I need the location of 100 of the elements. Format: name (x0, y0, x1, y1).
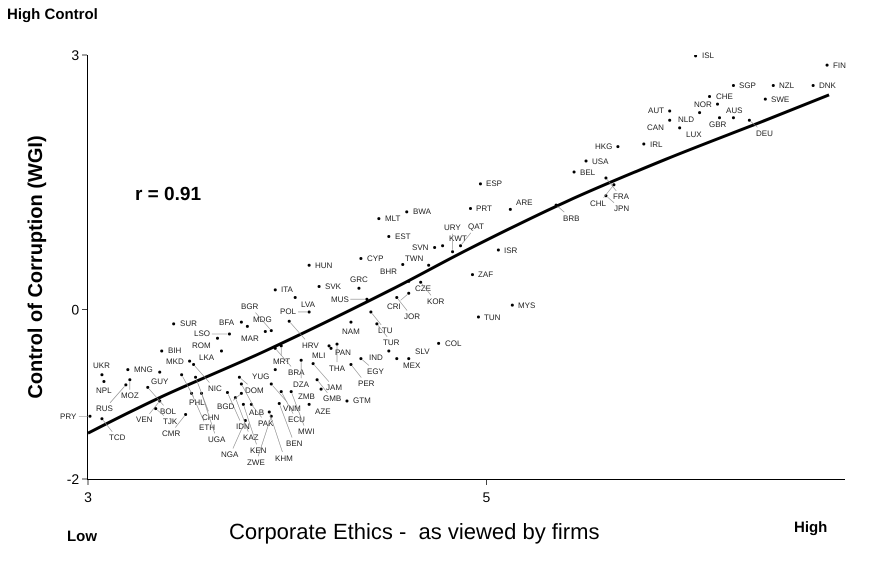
annotation: BWA (413, 207, 432, 216)
annotation: BGR (241, 302, 259, 311)
annotation: URY (444, 223, 462, 232)
annotation: MOZ (121, 391, 139, 400)
annotation: ROM (192, 341, 211, 350)
annotation: JOR (404, 312, 420, 321)
annotation: RUS (96, 404, 113, 413)
annotation: BIH (168, 346, 182, 355)
annotation: DEU (756, 129, 774, 138)
annotation: SVN (412, 243, 429, 252)
annotation: BEL (580, 168, 596, 177)
annotation: AUT (648, 106, 664, 115)
annotation: ZAF (478, 270, 494, 279)
annotation: SUR (180, 319, 198, 328)
annotation: NAM (342, 327, 360, 336)
annotation: DOM (245, 386, 264, 395)
annotation: ITA (281, 285, 294, 294)
annotation: ETH (199, 423, 216, 432)
annotation: GBR (709, 120, 727, 129)
annotation: YUG (252, 372, 270, 381)
annotation: CYP (367, 254, 384, 263)
annotation: BFA (219, 318, 235, 327)
annotation: JPN (614, 204, 630, 213)
annotation: MUS (331, 295, 349, 304)
annotation: LVA (301, 300, 316, 309)
annotation: PER (358, 379, 375, 388)
annotation: USA (592, 157, 610, 166)
annotation: COL (445, 339, 462, 348)
annotation: NPL (96, 386, 112, 395)
annotation: LUX (686, 130, 702, 139)
annotation: KOR (427, 297, 445, 306)
annotation: IDN (236, 422, 250, 431)
annotation: GMB (323, 394, 342, 403)
annotation: ZWE (247, 458, 265, 467)
annotation: BHR (380, 267, 398, 276)
annotation: ESP (486, 179, 502, 188)
annotation: ARE (516, 198, 532, 207)
annotation: NIC (208, 384, 222, 393)
annotation: PRT (476, 204, 492, 213)
annotation: CZE (415, 284, 431, 293)
annotation: CHE (716, 92, 733, 101)
y-tick-label: 0 (71, 301, 80, 318)
annotation: QAT (468, 222, 484, 231)
annotation: AZE (315, 407, 331, 416)
annotation: CMR (162, 429, 180, 438)
annotation: ECU (288, 415, 306, 424)
y-tick-label: 3 (71, 46, 80, 63)
annotation: GUY (151, 377, 169, 386)
annotation: PAN (335, 348, 352, 357)
annotation: EST (395, 232, 411, 241)
annotation: VNM (283, 404, 302, 413)
annotation: HRV (302, 341, 320, 350)
annotation: IND (369, 353, 383, 362)
annotation: MDG (253, 315, 272, 324)
annotation: TJK (163, 417, 178, 426)
annotation: MLT (385, 214, 401, 223)
annotation: MKD (166, 357, 184, 366)
annotation: LTU (378, 326, 393, 335)
annotation: GTM (353, 396, 372, 405)
annotation: MNG (134, 365, 153, 374)
annotation: TUR (383, 338, 400, 347)
annotation: THA (329, 364, 346, 373)
annotation: GRC (350, 275, 368, 284)
y-tick-label: -2 (66, 470, 80, 487)
annotation: ISL (702, 51, 715, 60)
annotation: NZL (779, 81, 795, 90)
annotation: SVK (325, 282, 342, 291)
annotation: NGA (221, 450, 239, 459)
annotation: TCD (109, 433, 126, 442)
text: Low (67, 528, 98, 545)
annotation: BOL (160, 407, 177, 416)
annotation: EGY (367, 367, 385, 376)
annotation: KEN (250, 446, 267, 455)
annotation: KHM (275, 454, 294, 463)
annotation: MLI (312, 351, 326, 360)
annotation: CRI (387, 302, 401, 311)
annotation: TUN (484, 313, 501, 322)
annotation: MAR (241, 334, 259, 343)
annotation: BRA (288, 368, 306, 377)
annotation: BGD (217, 402, 235, 411)
annotation: IRL (650, 140, 663, 149)
annotation: TWN (405, 254, 424, 263)
annotation: ZMB (298, 392, 315, 401)
annotation: LSO (194, 329, 210, 338)
annotation: DNK (819, 81, 837, 90)
annotation: LKA (199, 353, 215, 362)
annotation: ISR (504, 246, 518, 255)
annotation: MRT (273, 357, 290, 366)
annotation: r = 0.91 (135, 184, 202, 205)
annotation: DZA (293, 380, 310, 389)
annotation: VEN (136, 415, 153, 424)
annotation: NLD (678, 115, 694, 124)
annotation: BRB (563, 214, 580, 223)
annotation: CHN (202, 413, 220, 422)
annotation: FIN (833, 61, 846, 70)
annotation: JAM (326, 383, 342, 392)
annotation: UKR (93, 361, 110, 370)
annotation: MEX (403, 361, 421, 370)
annotation: UGA (208, 435, 226, 444)
annotation: HUN (315, 261, 333, 270)
